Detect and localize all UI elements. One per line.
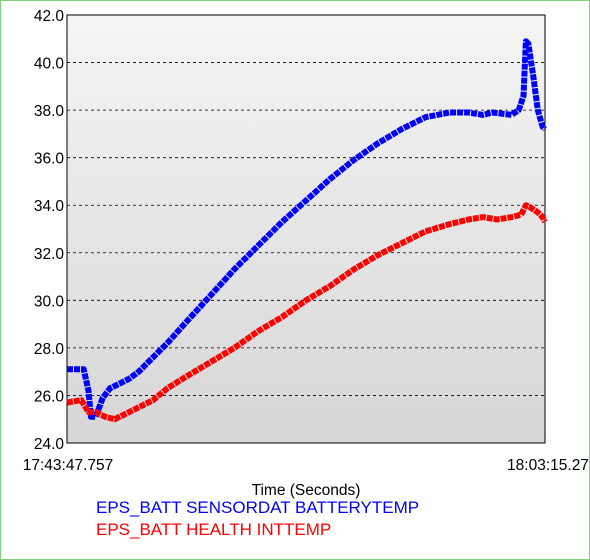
series-line-1	[66, 202, 548, 423]
x-end-label: 18:03:15.27	[507, 457, 589, 474]
series-line-0	[67, 38, 548, 420]
x-start-label: 17:43:47.757	[23, 457, 114, 474]
grid-lines	[67, 62, 545, 396]
y-tick-label: 36.0	[34, 151, 65, 168]
y-tick-label: 42.0	[34, 8, 65, 25]
y-tick-label: 30.0	[34, 293, 65, 310]
series-layer	[66, 38, 548, 423]
legend-entry-inttemp: EPS_BATT HEALTH INTTEMP	[96, 520, 331, 539]
y-axis-ticks: 24.0 26.0 28.0 30.0 32.0 34.0 36.0 38.0 40.0 42.0	[34, 8, 65, 453]
y-tick-label: 38.0	[34, 103, 65, 120]
y-tick-label: 34.0	[34, 198, 65, 215]
y-tick-label: 40.0	[34, 56, 65, 73]
plot-area	[66, 14, 546, 444]
y-tick-label: 32.0	[34, 246, 65, 263]
x-axis-label: Time (Seconds)	[252, 482, 361, 499]
y-tick-label: 28.0	[34, 341, 65, 358]
y-tick-label: 24.0	[34, 436, 65, 453]
legend-entry-batterytemp: EPS_BATT SENSORDAT BATTERYTEMP	[96, 498, 419, 517]
y-tick-label: 26.0	[34, 388, 65, 405]
